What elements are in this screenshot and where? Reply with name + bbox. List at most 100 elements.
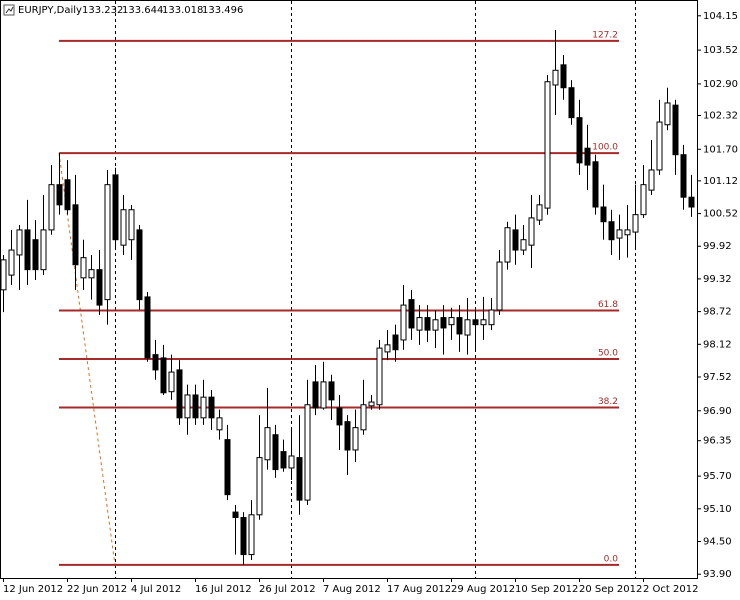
fib-label: 50.0 [598, 349, 618, 359]
candle-body [184, 394, 191, 419]
candle-body [552, 69, 559, 86]
candle-body [336, 407, 343, 426]
candle-body [24, 229, 31, 271]
x-tick-label: 4 Jul 2012 [131, 584, 181, 595]
candle-body [496, 261, 503, 311]
chart-title: EURJPY,Daily [18, 5, 82, 16]
x-tick-label: 26 Jul 2012 [259, 584, 316, 595]
candle-body [240, 517, 247, 556]
y-tick-label: 93.90 [703, 569, 732, 580]
candle-body [256, 457, 263, 516]
candle-body [160, 357, 167, 394]
candle-body [680, 154, 687, 198]
candle-body [192, 394, 199, 419]
candle-body [176, 369, 183, 419]
candle-body [512, 229, 519, 251]
candle-body [288, 455, 295, 469]
candle-body [592, 161, 599, 208]
candle-body [576, 117, 583, 164]
candle-body [224, 439, 231, 496]
y-tick-label: 99.32 [703, 274, 732, 285]
candle-body [384, 344, 391, 353]
header-value: 133.644 [122, 5, 163, 16]
fib-label: 100.0 [592, 143, 618, 153]
fib-label: 0.0 [604, 554, 619, 564]
candle-body [296, 457, 303, 501]
y-tick-label: 96.35 [703, 436, 732, 447]
candle-body [352, 427, 359, 451]
candle-body [360, 404, 367, 431]
x-tick-label: 12 Jun 2012 [3, 584, 63, 595]
x-tick-label: 29 Aug 2012 [451, 584, 515, 595]
candle-body [648, 169, 655, 191]
candle-body [56, 184, 63, 206]
candle-body [688, 196, 695, 208]
candle-body [624, 229, 631, 236]
candle-body [304, 404, 311, 501]
candle-body [248, 514, 255, 556]
y-tick-label: 104.15 [703, 11, 738, 22]
y-tick-label: 98.12 [703, 339, 732, 350]
y-tick-label: 103.52 [703, 45, 738, 56]
x-tick-label: 10 Sep 2012 [515, 584, 578, 595]
candle-body [48, 184, 55, 231]
candle-body [96, 269, 103, 306]
candle-body [464, 319, 471, 336]
candle-body [144, 296, 151, 359]
candle-body [0, 259, 7, 291]
candle-body [280, 451, 287, 469]
candle-body [640, 184, 647, 216]
y-tick-label: 100.52 [703, 209, 738, 220]
candle-body [400, 304, 407, 341]
header-value: 133.018 [162, 5, 203, 16]
candle-body [328, 381, 335, 401]
fib-label: 61.8 [598, 300, 618, 310]
header-value: 133.232 [82, 5, 123, 16]
candle-body [480, 319, 487, 326]
candle-body [136, 229, 143, 301]
candle-body [208, 396, 215, 419]
y-tick-label: 101.70 [703, 144, 738, 155]
candle-body [392, 334, 399, 351]
candle-body [320, 381, 327, 409]
candle-body [528, 217, 535, 246]
y-tick-label: 98.72 [703, 307, 732, 318]
candle-body [608, 221, 615, 241]
candle-body [416, 317, 423, 331]
candle-body [544, 81, 551, 209]
candle-body [408, 299, 415, 329]
candle-body [368, 401, 375, 407]
candle-body [560, 64, 567, 89]
symbol-icon [3, 4, 15, 16]
candle-body [448, 317, 455, 326]
candle-body [456, 317, 463, 335]
candle-body [504, 227, 511, 263]
candle-body [568, 87, 575, 119]
candle-body [584, 147, 591, 166]
candle-body [16, 229, 23, 256]
candle-body [664, 102, 671, 126]
candle-body [64, 179, 71, 211]
symbol-icon-glyph [5, 6, 14, 14]
candle-body [536, 204, 543, 221]
candle-body [80, 257, 87, 279]
y-tick-label: 102.90 [703, 79, 738, 90]
candle-body [656, 121, 663, 171]
candle-body [40, 229, 47, 271]
candle-body [616, 229, 623, 239]
plot-frame [0, 0, 698, 579]
x-tick-label: 17 Aug 2012 [387, 584, 451, 595]
candle-body [312, 381, 319, 409]
y-tick-label: 95.10 [703, 504, 732, 515]
fib-label: 127.2 [592, 30, 618, 40]
candle-body [32, 239, 39, 271]
candle-body [216, 417, 223, 431]
candle-body [72, 204, 79, 266]
candle-body [632, 214, 639, 233]
candle-body [232, 511, 239, 519]
candles [0, 29, 695, 565]
y-tick-label: 99.92 [703, 241, 732, 252]
candle-body [376, 347, 383, 406]
candle-body [488, 309, 495, 326]
